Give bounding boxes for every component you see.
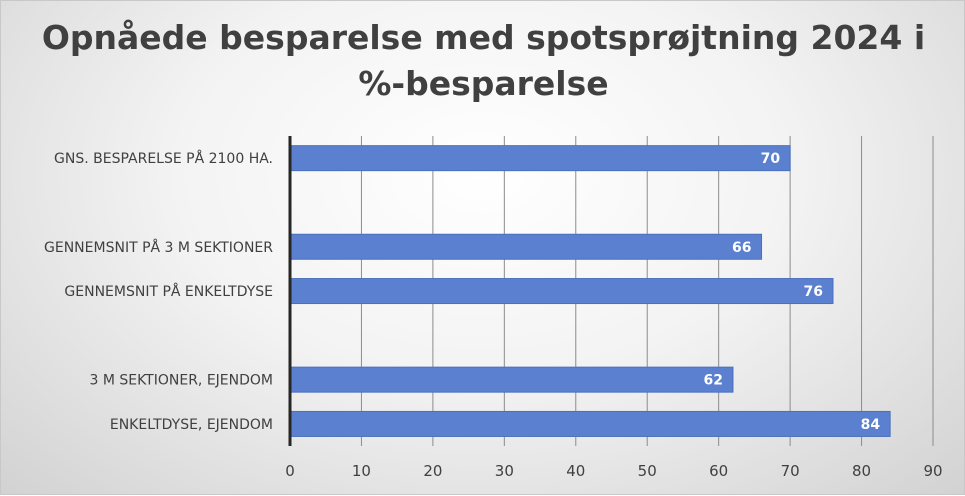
chart-title-line-2: %-besparelse [358, 64, 609, 103]
x-tick-label: 80 [852, 462, 871, 480]
data-label: 62 [703, 373, 722, 389]
data-label: 84 [861, 417, 881, 433]
data-label: 66 [732, 240, 751, 256]
chart-title: Opnåede besparelse med spotsprøjtning 20… [1, 15, 965, 107]
x-tick-label: 50 [638, 462, 657, 480]
x-tick-label: 30 [495, 462, 514, 480]
x-tick-label: 0 [285, 462, 295, 480]
x-tick-label: 10 [352, 462, 371, 480]
bar [289, 278, 834, 305]
category-label: GNS. BESPARELSE PÅ 2100 HA. [54, 150, 273, 167]
x-tick-label: 40 [566, 462, 585, 480]
category-label: 3 M SEKTIONER, EJENDOM [89, 373, 273, 389]
chart-title-line-1: Opnåede besparelse med spotsprøjtning 20… [41, 18, 926, 57]
x-tick-label: 60 [709, 462, 728, 480]
x-tick-label: 90 [923, 462, 942, 480]
category-label: GENNEMSNIT PÅ ENKELTDYSE [64, 283, 273, 300]
category-label: GENNEMSNIT PÅ 3 M SEKTIONER [44, 239, 273, 256]
x-tick-label: 70 [781, 462, 800, 480]
category-label: ENKELTDYSE, EJENDOM [110, 417, 273, 433]
bar [289, 410, 891, 437]
data-label: 70 [761, 151, 781, 167]
bar [289, 233, 763, 260]
data-label: 76 [803, 284, 822, 300]
bar [289, 145, 791, 172]
bar [289, 366, 734, 393]
x-tick-label: 20 [423, 462, 442, 480]
